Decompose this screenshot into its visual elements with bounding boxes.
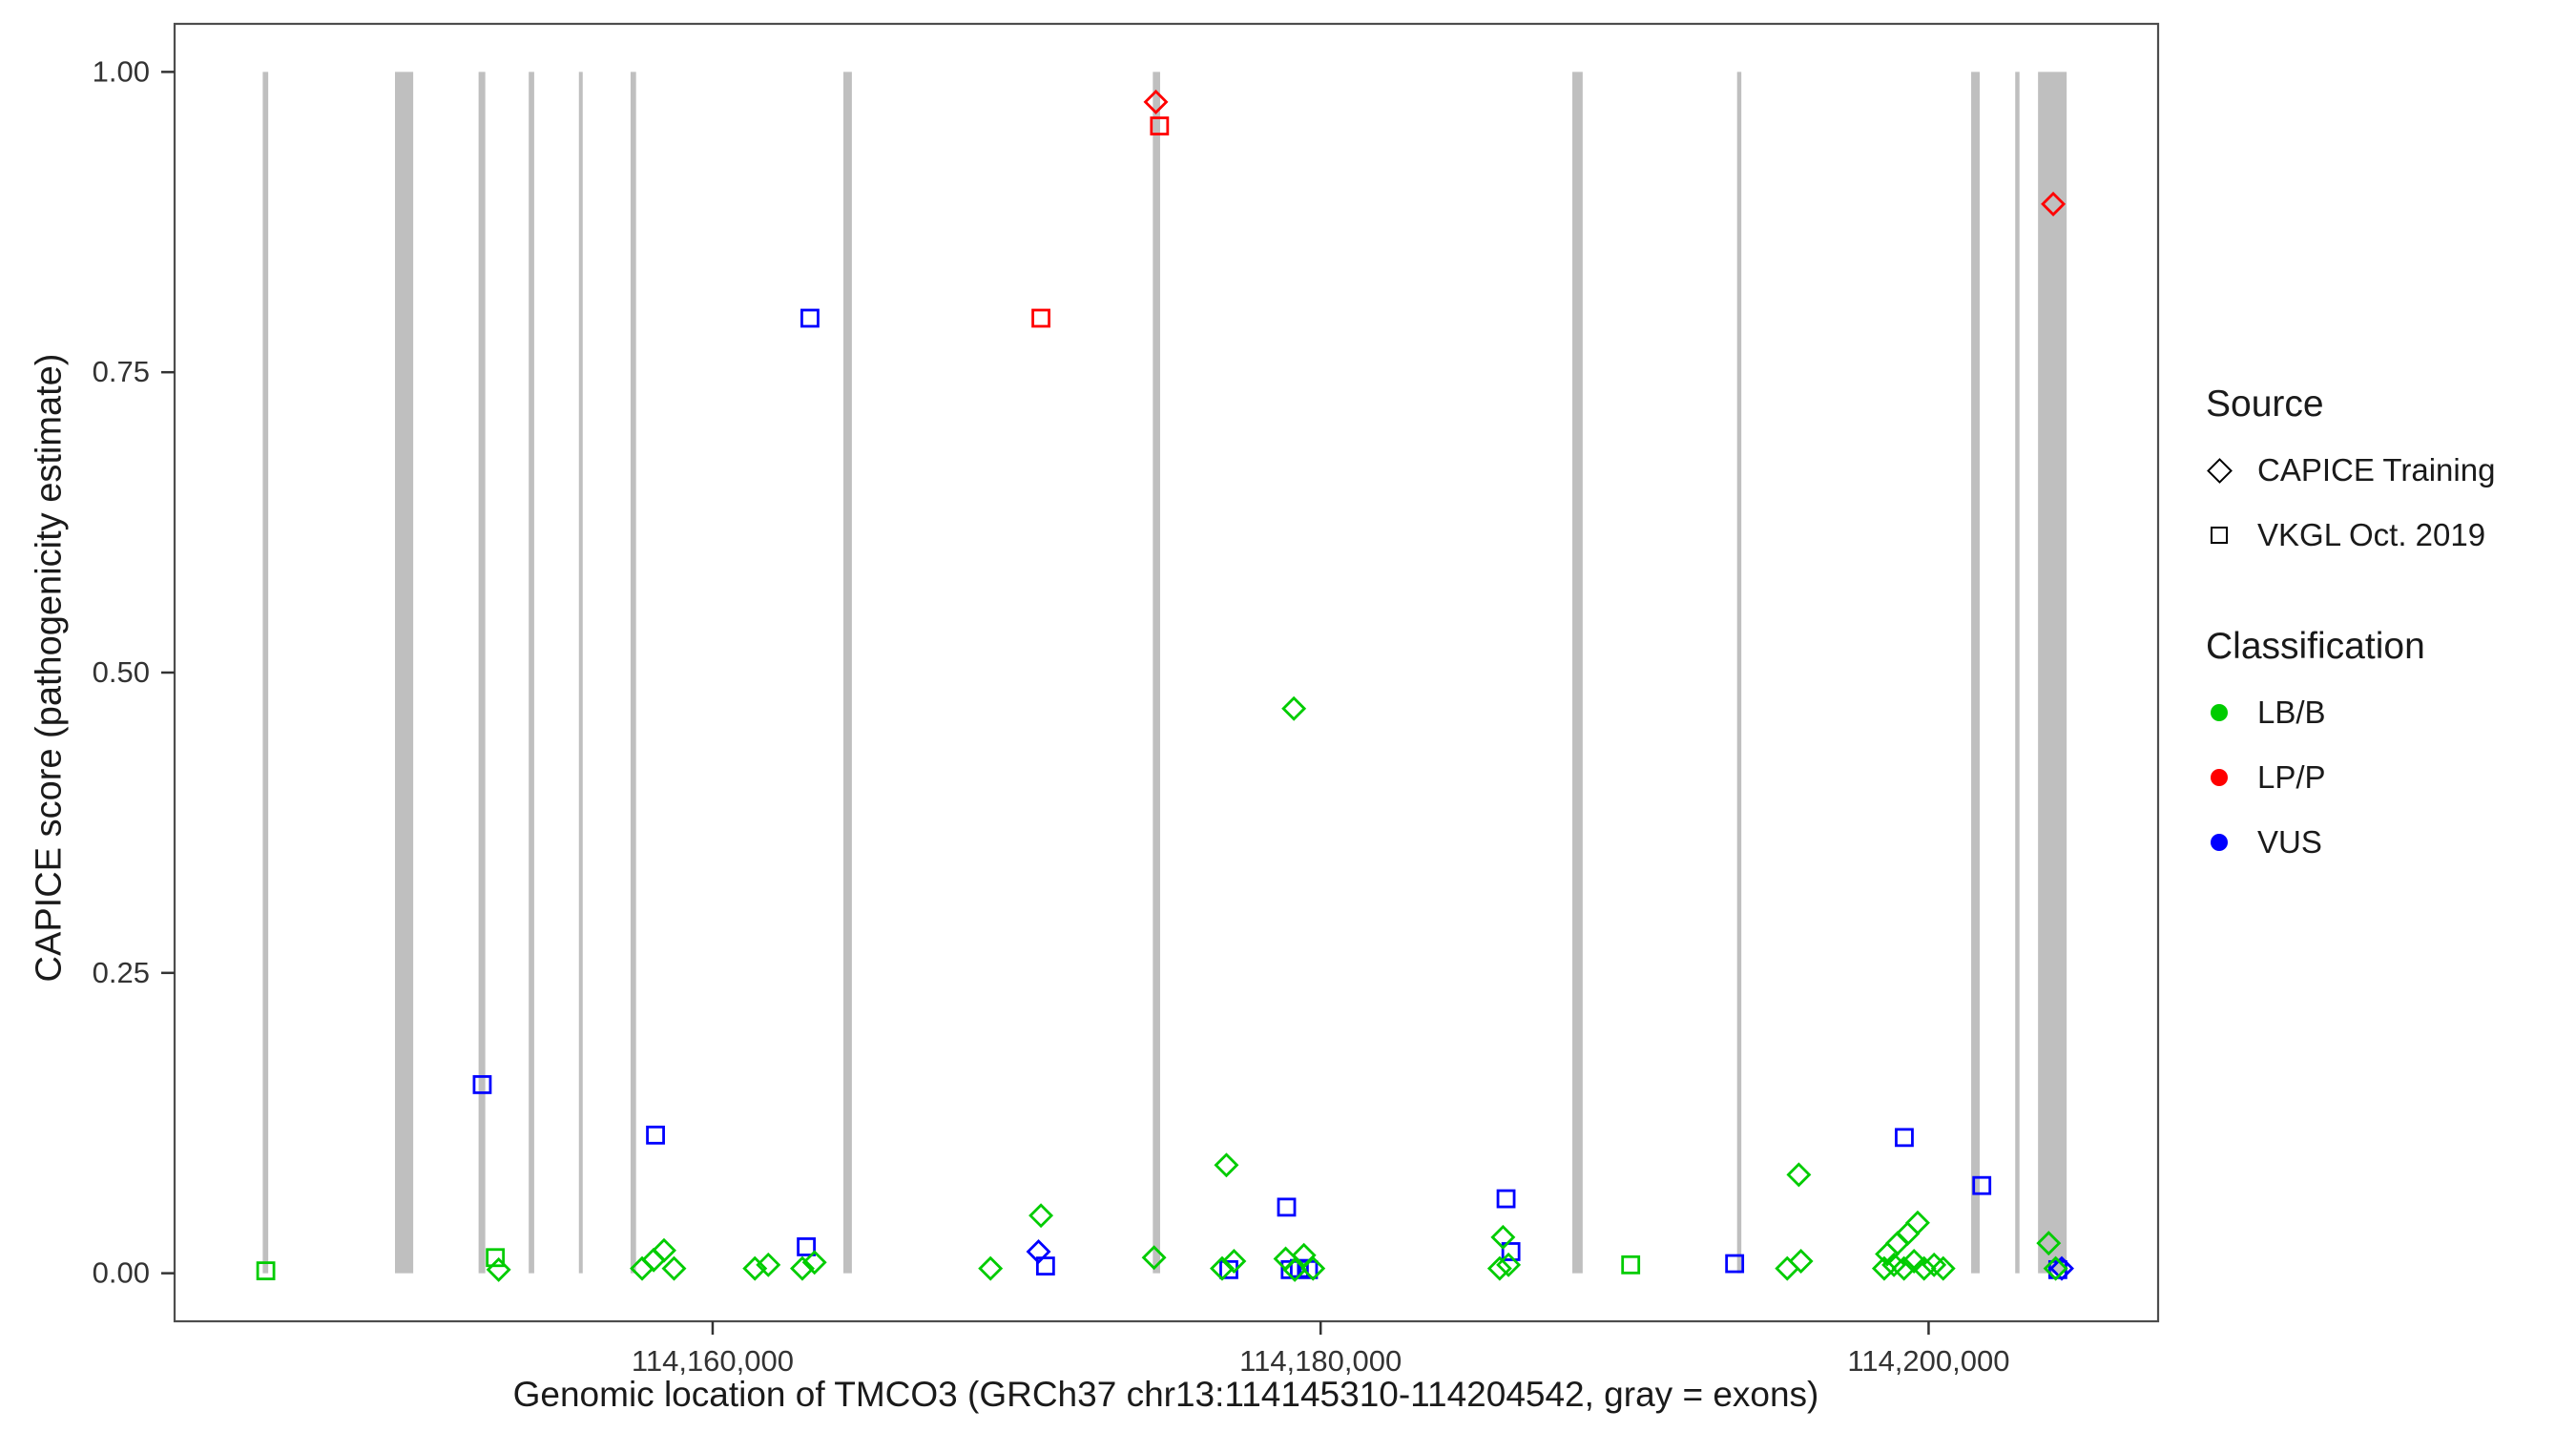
data-point-diamond xyxy=(1028,1203,1054,1229)
legend-item-vkgl: VKGL Oct. 2019 xyxy=(2206,517,2568,553)
data-point-square xyxy=(1501,1242,1521,1261)
exon-bar xyxy=(1736,72,1742,1274)
legend-item-vus: VUS xyxy=(2206,824,2568,861)
data-point-diamond xyxy=(1788,1249,1814,1275)
data-point-diamond xyxy=(1496,1252,1522,1277)
data-point-square xyxy=(1150,116,1170,135)
data-point-square xyxy=(1972,1175,1992,1195)
data-point-diamond xyxy=(1891,1255,1917,1281)
data-point-square xyxy=(256,1261,276,1281)
data-point-diamond xyxy=(801,1250,827,1275)
data-point-diamond xyxy=(1911,1255,1937,1281)
diamond-icon xyxy=(2206,457,2233,484)
data-point-diamond xyxy=(789,1255,815,1281)
data-point-diamond xyxy=(1922,1252,1947,1277)
exon-bar xyxy=(1153,72,1160,1274)
data-point-diamond xyxy=(651,1237,676,1263)
data-point-square xyxy=(1725,1254,1745,1274)
data-point-diamond xyxy=(1300,1255,1326,1281)
x-axis-title: Genomic location of TMCO3 (GRCh37 chr13:… xyxy=(512,1375,1819,1414)
data-point-diamond xyxy=(1141,1245,1167,1271)
exon-bar xyxy=(630,72,636,1274)
x-tick-label: 114,160,000 xyxy=(632,1344,794,1378)
data-point-diamond xyxy=(1281,695,1307,721)
data-point-square xyxy=(1496,1189,1516,1209)
legend-item-label: LP/P xyxy=(2257,759,2326,795)
square-icon xyxy=(2206,522,2233,549)
legend-item-lbb: LB/B xyxy=(2206,695,2568,731)
legend-item-capice-training: CAPICE Training xyxy=(2206,452,2568,488)
data-point-diamond xyxy=(1775,1255,1800,1281)
data-point-diamond xyxy=(1026,1238,1051,1264)
legend-item-label: CAPICE Training xyxy=(2257,452,2496,487)
data-point-diamond xyxy=(1786,1162,1812,1188)
blue-dot-icon xyxy=(2206,829,2233,856)
data-point-diamond xyxy=(661,1255,687,1281)
exon-bar xyxy=(262,72,269,1274)
data-point-diamond xyxy=(978,1255,1004,1281)
exon-bar xyxy=(395,72,414,1274)
data-point-diamond xyxy=(1904,1210,1930,1235)
x-tick-label: 114,200,000 xyxy=(1847,1344,2009,1378)
red-dot-icon xyxy=(2206,764,2233,791)
exon-bar xyxy=(478,72,486,1274)
data-point-diamond xyxy=(1221,1249,1247,1275)
legend-source-title: Source xyxy=(2206,384,2324,425)
legend-item-label: VUS xyxy=(2257,824,2322,860)
exon-bar xyxy=(1572,72,1583,1274)
legend-item-label: VKGL Oct. 2019 xyxy=(2257,517,2486,552)
data-point-square xyxy=(1895,1128,1914,1148)
data-point-square xyxy=(797,1237,816,1256)
data-point-diamond xyxy=(1871,1255,1897,1281)
exon-bar xyxy=(2015,72,2020,1274)
data-point-diamond xyxy=(742,1255,768,1281)
data-point-diamond xyxy=(2036,1231,2062,1256)
y-tick-label: 0.25 xyxy=(93,956,150,989)
exon-bar xyxy=(578,72,583,1274)
y-tick-label: 0.00 xyxy=(93,1256,150,1290)
y-tick-label: 0.50 xyxy=(93,655,150,689)
data-point-diamond xyxy=(756,1252,781,1277)
y-axis-title: CAPICE score (pathogenicity estimate) xyxy=(29,353,70,983)
data-point-diamond xyxy=(1901,1249,1927,1275)
x-tick-label: 114,180,000 xyxy=(1239,1344,1402,1378)
y-tick-label: 1.00 xyxy=(93,54,150,88)
data-point-diamond xyxy=(1490,1224,1516,1250)
data-point-square xyxy=(646,1125,665,1145)
data-point-diamond xyxy=(1209,1255,1235,1281)
data-point-square xyxy=(1031,308,1050,328)
exon-bar xyxy=(842,72,852,1274)
data-point-diamond xyxy=(2041,191,2067,217)
data-point-diamond xyxy=(1486,1255,1512,1281)
data-point-diamond xyxy=(1282,1256,1308,1282)
exon-bar xyxy=(1971,72,1980,1274)
legend-classification-title: Classification xyxy=(2206,626,2425,667)
data-point-diamond xyxy=(1273,1246,1298,1272)
data-point-square xyxy=(800,308,820,328)
data-point-diamond xyxy=(641,1247,667,1273)
data-point-square xyxy=(1277,1197,1297,1217)
y-tick-label: 0.75 xyxy=(93,355,150,388)
data-point-square xyxy=(472,1075,492,1094)
data-point-diamond xyxy=(486,1256,511,1282)
legend-item-lpp: LP/P xyxy=(2206,759,2568,796)
data-point-square xyxy=(486,1248,506,1268)
data-point-diamond xyxy=(1143,89,1169,114)
legend-item-label: LB/B xyxy=(2257,695,2326,730)
green-dot-icon xyxy=(2206,699,2233,726)
legend: Source CAPICE Training VKGL Oct. 2019 Cl… xyxy=(2206,384,2568,889)
data-point-square xyxy=(1035,1256,1055,1275)
data-point-diamond xyxy=(1214,1152,1239,1178)
data-point-diamond xyxy=(2049,1255,2074,1281)
data-point-diamond xyxy=(1930,1255,1956,1281)
data-point-square xyxy=(1621,1255,1641,1275)
exon-bar xyxy=(529,72,534,1274)
exon-bar xyxy=(2038,72,2067,1274)
panel-border xyxy=(173,22,2160,1323)
data-point-diamond xyxy=(2043,1255,2068,1281)
